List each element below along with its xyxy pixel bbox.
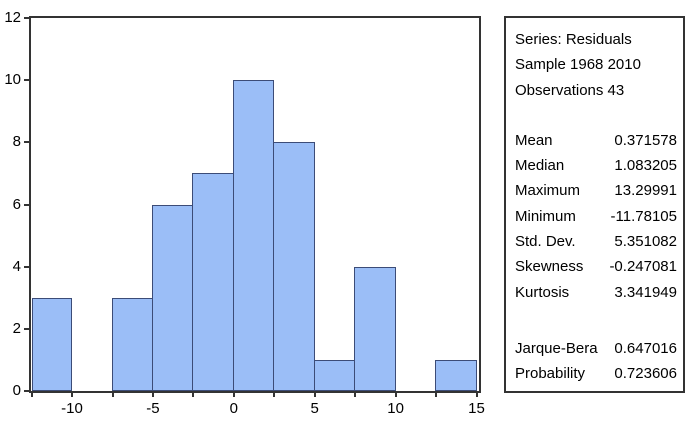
y-axis-tick-label: 12 (4, 9, 21, 26)
stat-row: Maximum 13.29991 (515, 178, 677, 203)
stat-value: 13.29991 (614, 182, 677, 200)
x-tick (273, 393, 276, 397)
y-axis-tick-label: 2 (12, 319, 21, 337)
stat-value: 0.647016 (614, 339, 677, 357)
y-tick (24, 327, 29, 330)
y-tick (24, 79, 29, 82)
x-tick (71, 393, 73, 397)
stat-value: 0.371578 (614, 131, 677, 149)
stats-spacer (515, 103, 677, 128)
stat-label: Median (515, 157, 565, 175)
stat-label: Std. Dev. (515, 233, 576, 251)
histogram-bar (273, 142, 315, 391)
stat-row: Skewness -0.247081 (515, 254, 677, 279)
stats-spacer (515, 305, 677, 336)
x-axis-tick-label: 5 (310, 400, 319, 417)
y-tick (24, 141, 29, 144)
histogram-bar (192, 173, 234, 391)
stat-label: Skewness (515, 258, 584, 276)
stat-value: 5.351082 (614, 233, 677, 251)
y-tick (24, 265, 29, 268)
histogram-bar (232, 80, 275, 391)
y-axis-tick-label: 4 (12, 257, 21, 275)
stat-label: Kurtosis (515, 283, 570, 301)
x-tick (475, 393, 478, 397)
stat-row: Kurtosis 3.341949 (515, 280, 677, 305)
x-tick (394, 393, 397, 397)
stat-row: Jarque-Bera 0.647016 (515, 336, 677, 361)
stat-label: Mean (515, 131, 553, 149)
stat-label: Maximum (515, 182, 581, 200)
stat-label: Jarque-Bera (515, 339, 598, 357)
y-tick (24, 17, 29, 19)
stat-row: Minimum -11.78105 (515, 204, 677, 229)
x-axis-tick-label: 10 (387, 400, 404, 417)
x-tick (30, 393, 33, 397)
stats-header-line: Series: Residuals (515, 31, 632, 48)
stat-row: Probability 0.723606 (515, 361, 677, 386)
x-axis-tick-label: 0 (229, 400, 238, 417)
histogram-bar (313, 359, 356, 391)
stat-row: Mean 0.371578 (515, 128, 677, 153)
y-axis-tick-label: 10 (4, 71, 21, 89)
stat-value: 1.083205 (614, 157, 677, 175)
x-tick (354, 393, 357, 397)
stat-value: 3.341949 (614, 283, 677, 301)
stat-label: Minimum (515, 207, 576, 225)
stat-value: -0.247081 (609, 258, 677, 276)
stat-row: Std. Dev. 5.351082 (515, 229, 677, 254)
x-axis-tick-label: -5 (146, 400, 160, 417)
x-tick (435, 393, 438, 397)
x-tick (111, 393, 114, 397)
histogram-bars (31, 18, 479, 391)
y-tick (24, 203, 29, 206)
y-tick (24, 390, 29, 392)
x-tick (192, 393, 195, 397)
histogram-bar (354, 266, 396, 391)
stat-label: Probability (515, 365, 586, 383)
x-axis-tick-label: 15 (468, 400, 485, 417)
stat-row: Median 1.083205 (515, 153, 677, 178)
x-tick (151, 393, 154, 397)
histogram-bar (111, 297, 153, 391)
x-axis-tick-label: -10 (61, 400, 83, 417)
x-tick (232, 393, 235, 397)
histogram-bar (31, 297, 72, 391)
stats-header-line: Sample 1968 2010 (515, 56, 641, 74)
histogram-bar (151, 204, 194, 391)
y-axis-tick-label: 6 (12, 195, 21, 213)
x-tick (313, 393, 316, 397)
stats-panel: Series: Residuals Sample 1968 2010 Observa… (504, 16, 685, 393)
stat-value: 0.723606 (614, 365, 677, 383)
stat-value: -11.78105 (610, 207, 677, 225)
histogram-bar (435, 359, 477, 391)
y-axis-tick-label: 8 (12, 133, 21, 151)
stats-header-line: Observations 43 (515, 81, 625, 99)
y-axis-tick-label: 0 (12, 382, 21, 399)
